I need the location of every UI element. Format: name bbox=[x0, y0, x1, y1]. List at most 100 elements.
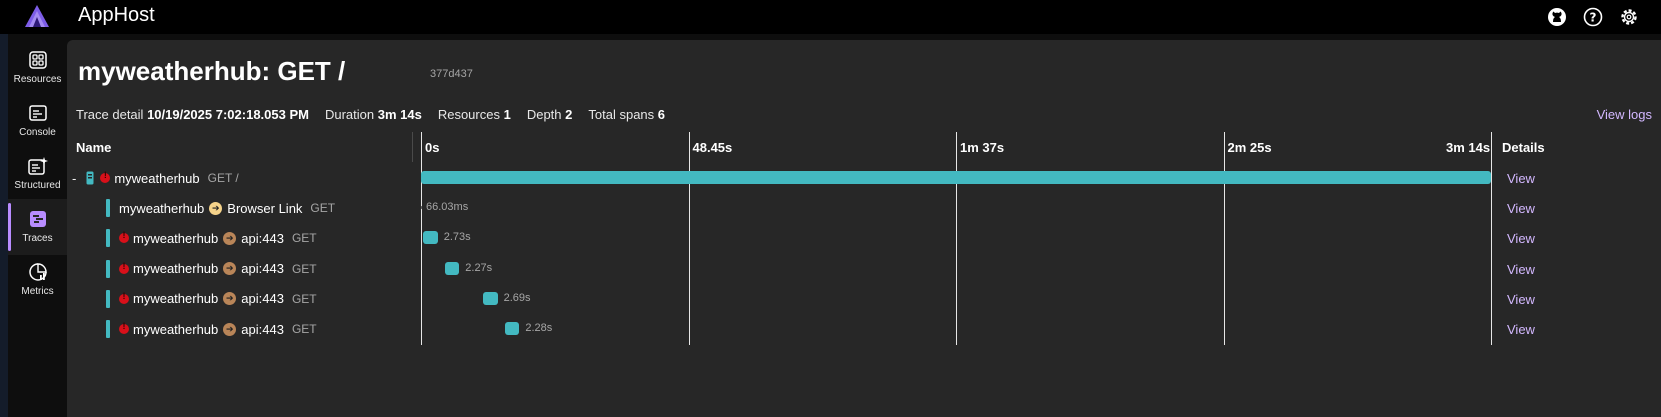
arrow-right-icon: ➔ bbox=[223, 292, 237, 306]
span-target-name: Browser Link bbox=[227, 200, 303, 216]
span-row-name[interactable]: myweatherhub ➔ api:443 GET bbox=[106, 227, 317, 249]
span-method: GET bbox=[291, 261, 317, 276]
view-logs-link[interactable]: View logs bbox=[1596, 107, 1652, 122]
span-resource-name: myweatherhub bbox=[114, 170, 200, 186]
span-duration-bar[interactable] bbox=[421, 171, 1491, 184]
span-duration-label: 2.69s bbox=[503, 291, 531, 304]
nav-item-console[interactable]: Console bbox=[8, 93, 67, 149]
timeline-gridline bbox=[1223, 132, 1225, 345]
nav-label-structured: Structured bbox=[14, 180, 61, 191]
settings-gear-icon[interactable] bbox=[1617, 5, 1641, 29]
span-row-name[interactable]: myweatherhub ➔ Browser Link GET bbox=[106, 197, 335, 219]
nav-item-traces[interactable]: Traces bbox=[8, 199, 67, 255]
arrow-right-icon: ➔ bbox=[209, 201, 223, 215]
span-method: GET / bbox=[207, 171, 239, 185]
page-title: myweatherhub: GET / bbox=[78, 56, 346, 86]
span-target-name: api:443 bbox=[241, 291, 284, 307]
name-column-divider bbox=[412, 132, 413, 162]
span-duration-bar[interactable] bbox=[482, 291, 498, 305]
timeline-tick-label: 0s bbox=[425, 140, 440, 155]
view-span-link[interactable]: View bbox=[1507, 322, 1535, 337]
collapse-toggle[interactable]: - bbox=[72, 170, 77, 186]
span-target-name: api:443 bbox=[241, 230, 284, 246]
timeline-tick-label: 3m 14s bbox=[1446, 140, 1491, 155]
error-icon bbox=[100, 170, 111, 183]
app-title[interactable]: AppHost bbox=[78, 4, 155, 26]
error-icon bbox=[119, 321, 129, 334]
span-row-name[interactable]: myweatherhub ➔ api:443 GET bbox=[106, 258, 317, 280]
nav-label-resources: Resources bbox=[13, 74, 62, 85]
meta-depth: Depth 2 bbox=[526, 107, 573, 122]
meta-trace-detail: Trace detail 10/19/2025 7:02:18.053 PM bbox=[76, 107, 309, 122]
timeline-gridline bbox=[421, 132, 422, 345]
aspire-logo-icon[interactable] bbox=[24, 3, 50, 29]
span-resource-name: myweatherhub bbox=[133, 261, 219, 277]
metrics-icon bbox=[28, 263, 47, 281]
span-target-name: api:443 bbox=[241, 321, 284, 337]
span-resource-name: myweatherhub bbox=[133, 291, 219, 307]
help-icon[interactable]: ? bbox=[1581, 5, 1605, 29]
name-column-header[interactable]: Name bbox=[76, 140, 112, 155]
span-indicator bbox=[106, 229, 110, 248]
span-row-name[interactable]: myweatherhub ➔ api:443 GET bbox=[106, 318, 317, 340]
span-duration-label: 2.73s bbox=[443, 231, 471, 244]
span-row-name[interactable]: myweatherhub ➔ api:443 GET bbox=[106, 288, 317, 310]
nav-item-metrics[interactable]: Metrics bbox=[8, 252, 67, 308]
nav-label-metrics: Metrics bbox=[21, 286, 54, 297]
arrow-right-icon: ➔ bbox=[223, 322, 237, 336]
trace-id: 377d437 bbox=[430, 68, 473, 80]
arrow-right-icon: ➔ bbox=[223, 262, 237, 276]
view-span-link[interactable]: View bbox=[1507, 201, 1535, 217]
span-resource-name: myweatherhub bbox=[119, 200, 205, 216]
span-method: GET bbox=[291, 322, 317, 336]
traces-icon bbox=[29, 211, 46, 227]
details-column-header[interactable]: Details bbox=[1502, 140, 1545, 155]
left-nav: Resources Console Structured Traces Metr… bbox=[8, 34, 67, 417]
span-resource-name: myweatherhub bbox=[133, 321, 219, 337]
span-indicator bbox=[106, 259, 110, 278]
resource-icon bbox=[86, 171, 94, 185]
nav-item-resources[interactable]: Resources bbox=[8, 40, 67, 96]
meta-total-spans: Total spans 6 bbox=[588, 107, 666, 122]
span-row-name[interactable]: - myweatherhub GET / bbox=[72, 167, 239, 189]
span-duration-bar[interactable] bbox=[422, 231, 438, 245]
nav-item-structured[interactable]: Structured bbox=[8, 146, 67, 202]
nav-label-traces: Traces bbox=[22, 233, 53, 244]
left-edge-strip bbox=[0, 34, 8, 417]
span-method: GET bbox=[291, 231, 317, 246]
span-indicator bbox=[106, 289, 110, 308]
span-duration-bar[interactable] bbox=[445, 261, 460, 275]
github-icon[interactable] bbox=[1545, 5, 1569, 29]
structured-icon bbox=[27, 157, 48, 175]
span-method: GET bbox=[310, 201, 336, 216]
main-panel: myweatherhub: GET / 377d437 Trace detail… bbox=[67, 40, 1661, 417]
error-icon bbox=[119, 261, 129, 274]
span-duration-label: 2.27s bbox=[465, 261, 493, 274]
span-target-name: api:443 bbox=[241, 261, 284, 277]
span-indicator bbox=[106, 199, 110, 218]
timeline-tick-label: 2m 25s bbox=[1227, 140, 1272, 155]
meta-resources: Resources 1 bbox=[437, 107, 511, 122]
resources-icon bbox=[28, 51, 47, 69]
timeline-tick-label: 1m 37s bbox=[960, 140, 1005, 155]
error-icon bbox=[119, 230, 129, 244]
console-icon bbox=[28, 105, 47, 121]
arrow-right-icon: ➔ bbox=[223, 231, 237, 245]
span-indicator bbox=[106, 320, 110, 338]
view-span-link[interactable]: View bbox=[1507, 291, 1535, 307]
view-span-link[interactable]: View bbox=[1507, 171, 1535, 186]
view-span-link[interactable]: View bbox=[1507, 231, 1535, 247]
span-duration-bar[interactable] bbox=[505, 322, 520, 335]
top-bar: AppHost ? bbox=[0, 0, 1661, 34]
view-span-link[interactable]: View bbox=[1507, 261, 1535, 277]
error-icon bbox=[119, 291, 129, 304]
span-duration-label: 2.28s bbox=[525, 322, 553, 334]
span-duration-bar[interactable] bbox=[421, 206, 422, 210]
meta-duration: Duration 3m 14s bbox=[324, 107, 422, 122]
timeline-gridline bbox=[688, 132, 690, 345]
trace-meta: Trace detail 10/19/2025 7:02:18.053 PM D… bbox=[76, 107, 665, 122]
nav-label-console: Console bbox=[19, 127, 56, 138]
span-method: GET bbox=[291, 291, 317, 306]
span-resource-name: myweatherhub bbox=[133, 230, 219, 246]
timeline-gridline bbox=[1491, 132, 1492, 345]
